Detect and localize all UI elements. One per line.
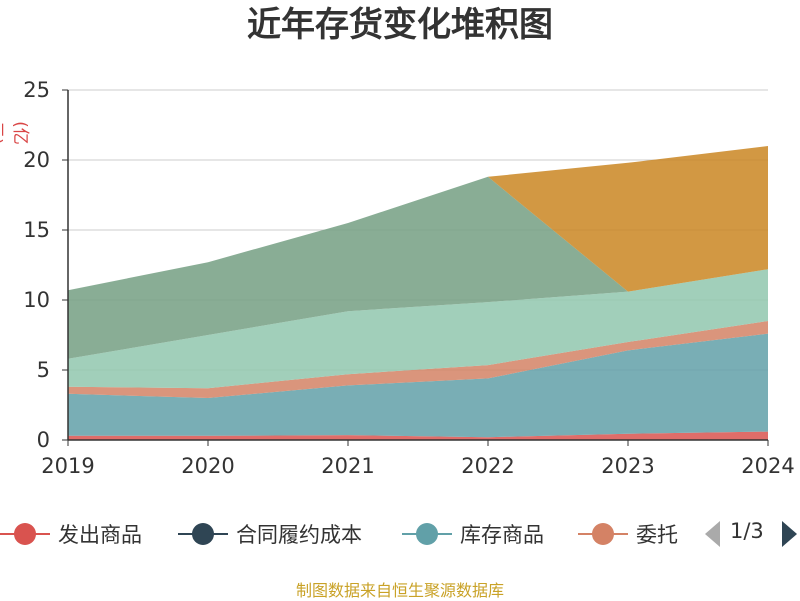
chart-title: 近年存货变化堆积图 (247, 5, 553, 45)
legend-dot (192, 523, 214, 545)
legend-label: 委托 (636, 523, 678, 547)
legend-item[interactable]: 委托 (578, 517, 678, 551)
x-tick-label: 2020 (181, 454, 234, 478)
x-tick-label: 2024 (741, 454, 794, 478)
y-tick-label: 20 (23, 148, 50, 172)
legend-dot (416, 523, 438, 545)
legend-marker-icon (578, 517, 628, 551)
legend-dot (14, 523, 36, 545)
area-series-6 (68, 176, 768, 359)
y-tick-label: 15 (23, 218, 50, 242)
y-tick-label: 10 (23, 288, 50, 312)
area-series-4 (68, 321, 768, 398)
y-tick-label: 5 (37, 358, 50, 382)
legend-dot (592, 523, 614, 545)
legend-label: 发出商品 (58, 523, 142, 547)
legend-items: 发出商品 合同履约成本 库存商品 委托 (0, 517, 690, 551)
legend-item[interactable]: 库存商品 (402, 517, 544, 551)
area-series-5 (68, 269, 768, 389)
y-tick-label: 25 (23, 78, 50, 102)
x-tick-label: 2022 (461, 454, 514, 478)
legend-label: 合同履约成本 (236, 523, 362, 547)
x-tick-label: 2023 (601, 454, 654, 478)
legend-next-page-icon[interactable] (782, 521, 797, 547)
area-series-group (68, 146, 768, 440)
legend-prev-page-icon[interactable] (705, 521, 720, 547)
legend-page-indicator: 1/3 (730, 519, 764, 543)
y-tick-label: 0 (37, 428, 50, 452)
data-source-note: 制图数据来自恒生聚源数据库 (295, 581, 504, 600)
legend-item[interactable]: 合同履约成本 (178, 517, 362, 551)
area-series-3 (68, 333, 768, 438)
axes (62, 89, 769, 446)
tick-labels: 0 5 10 15 20 25 2019 2020 2021 2022 2023 2024 (23, 78, 794, 478)
x-tick-label: 2019 (41, 454, 94, 478)
legend-pager: 1/3 (700, 517, 800, 551)
legend-marker-icon (0, 517, 50, 551)
x-tick-label: 2021 (321, 454, 374, 478)
area-series-7 (68, 146, 768, 292)
legend-marker-icon (178, 517, 228, 551)
legend-item[interactable]: 发出商品 (0, 517, 142, 551)
area-series-1 (68, 431, 768, 440)
legend-label: 库存商品 (460, 523, 544, 547)
legend: 发出商品 合同履约成本 库存商品 委托 1/3 (0, 517, 800, 551)
legend-marker-icon (402, 517, 452, 551)
